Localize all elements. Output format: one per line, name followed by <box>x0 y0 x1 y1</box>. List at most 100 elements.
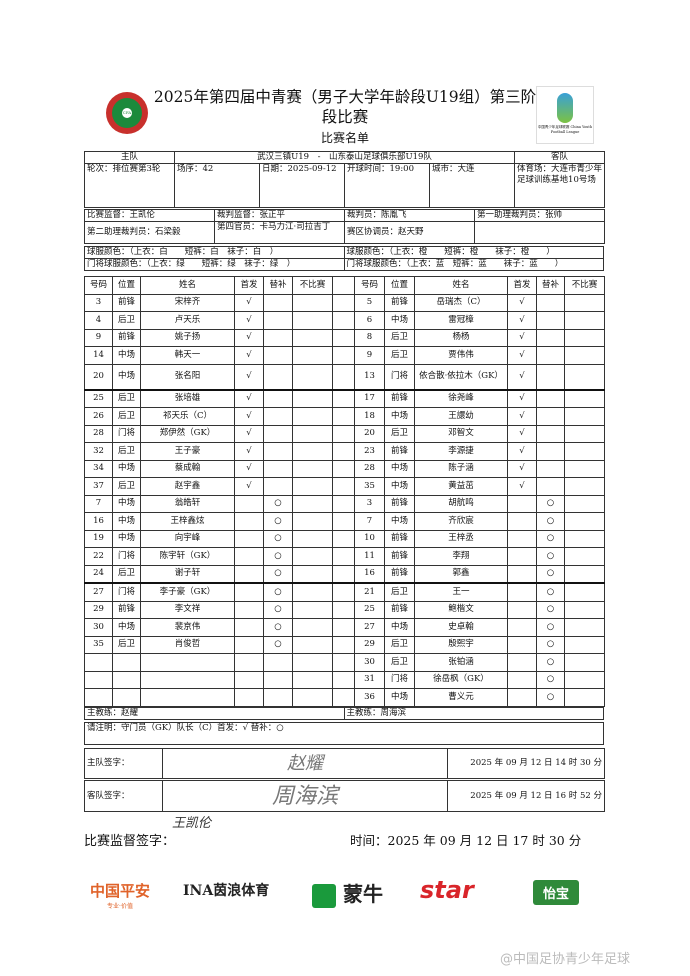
col-not-playing: 不比赛 <box>564 276 605 295</box>
home-starter: √ <box>234 388 264 408</box>
away-name: 徐岳枫（GK） <box>414 670 508 689</box>
home-name: 谢子轩 <box>140 564 235 584</box>
home-substitute <box>263 407 293 426</box>
home-not-playing <box>292 547 333 566</box>
col-name: 姓名 <box>414 276 508 295</box>
away-starter: √ <box>507 459 537 478</box>
col-number: 号码 <box>84 276 113 295</box>
table-row: 35 后卫 肖俊哲 ○ 29 后卫 殷熙宇 ○ <box>84 635 605 654</box>
home-name: 韩天一 <box>140 346 235 365</box>
mengniu-logo-icon <box>312 883 336 908</box>
home-number: 16 <box>84 512 113 531</box>
away-coach: 主教练：周海滨 <box>343 707 604 720</box>
home-position: 后卫 <box>112 442 141 461</box>
home-starter <box>234 529 264 548</box>
home-substitute <box>263 442 293 461</box>
away-position: 后卫 <box>384 653 415 672</box>
away-substitute <box>536 388 565 408</box>
table-row: 32 后卫 王子豪 √ 23 前锋 李源捷 √ <box>84 442 605 461</box>
away-not-playing <box>564 618 605 637</box>
away-substitute <box>536 477 565 496</box>
home-not-playing <box>292 311 333 330</box>
home-starter <box>234 547 264 566</box>
away-position: 门将 <box>384 363 415 390</box>
away-not-playing <box>564 512 605 531</box>
ref-supervisor: 裁判监督：张正平 <box>214 209 345 222</box>
home-starter <box>234 600 264 619</box>
teams: 武汉三镇U19 - 山东泰山足球俱乐部U19队 <box>173 151 516 164</box>
ar2: 第二助理裁判员：石梁毅 <box>84 221 215 244</box>
home-label: 主队 <box>84 151 175 164</box>
away-starter: √ <box>507 477 537 496</box>
away-not-playing <box>564 363 605 390</box>
away-signature-table: 客队签字： 周海滨 2025 年 09 月 12 日 16 时 52 分 <box>84 780 605 812</box>
home-starter <box>234 618 264 637</box>
away-number: 30 <box>354 653 385 672</box>
round: 轮次：排位赛第3轮 <box>84 163 175 208</box>
away-not-playing <box>564 459 605 478</box>
home-name: 王子豪 <box>140 442 235 461</box>
away-not-playing <box>564 547 605 566</box>
home-number: 9 <box>84 328 113 347</box>
home-starter <box>234 635 264 654</box>
away-substitute: ○ <box>536 635 565 654</box>
away-position: 后卫 <box>384 346 415 365</box>
home-number: 26 <box>84 407 113 426</box>
home-kit: 球服颜色：（上衣：白 短裤：白 袜子：白 ） <box>84 246 345 259</box>
home-starter: √ <box>234 442 264 461</box>
away-number: 31 <box>354 670 385 689</box>
col-starter: 首发 <box>507 276 537 295</box>
home-substitute <box>263 388 293 408</box>
kickoff: 开球时间：19:00 <box>344 163 430 208</box>
away-number: 25 <box>354 600 385 619</box>
away-not-playing <box>564 328 605 347</box>
home-number: 25 <box>84 388 113 408</box>
home-name: 赵宇鑫 <box>140 477 235 496</box>
ar1: 第一助理裁判员：张帅 <box>474 209 605 222</box>
away-name: 殷熙宇 <box>414 635 508 654</box>
table-row: 7 中场 翁皓轩 ○ 3 前锋 胡航鸣 ○ <box>84 494 605 513</box>
home-position: 中场 <box>112 363 141 390</box>
home-number <box>84 670 113 689</box>
home-number: 27 <box>84 582 113 602</box>
home-not-playing <box>292 688 333 707</box>
home-substitute: ○ <box>263 635 293 654</box>
home-not-playing <box>292 363 333 390</box>
home-starter: √ <box>234 407 264 426</box>
home-position: 中场 <box>112 512 141 531</box>
home-starter: √ <box>234 477 264 496</box>
away-not-playing <box>564 635 605 654</box>
away-position: 中场 <box>384 311 415 330</box>
away-starter: √ <box>507 346 537 365</box>
home-number: 7 <box>84 494 113 513</box>
city: 城市：大连 <box>428 163 516 208</box>
home-position: 门将 <box>112 547 141 566</box>
away-substitute <box>536 311 565 330</box>
home-not-playing <box>292 459 333 478</box>
away-name: 陈子涵 <box>414 459 508 478</box>
away-substitute: ○ <box>536 653 565 672</box>
away-number: 23 <box>354 442 385 461</box>
away-number: 28 <box>354 459 385 478</box>
away-name: 王譞幼 <box>414 407 508 426</box>
home-signature-table: 主队签字： 赵耀 2025 年 09 月 12 日 14 时 30 分 <box>84 748 605 779</box>
date: 日期：2025-09-12 <box>259 163 345 208</box>
home-substitute <box>263 670 293 689</box>
table-row: 9 前锋 姚子扬 √ 8 后卫 杨杨 √ <box>84 328 605 347</box>
home-position: 后卫 <box>112 564 141 584</box>
home-substitute: ○ <box>263 564 293 584</box>
table-row: 31 门将 徐岳枫（GK） ○ <box>84 670 605 689</box>
cfa-logo: CFA <box>106 92 148 134</box>
match-info-table: 主队 武汉三镇U19 - 山东泰山足球俱乐部U19队 客队 轮次：排位赛第3轮 场序：… <box>84 151 606 208</box>
away-number: 5 <box>354 293 385 312</box>
away-starter <box>507 635 537 654</box>
officials-table: 比赛监督：王凯伦 裁判监督：张正平 裁判员：陈胤飞 第一助理裁判员：张帅 第二助理裁判… <box>84 209 605 244</box>
home-name: 姚子扬 <box>140 328 235 347</box>
table-row: 30 后卫 张铂涵 ○ <box>84 653 605 672</box>
home-signature: 赵耀 <box>162 748 448 779</box>
away-starter <box>507 670 537 689</box>
home-not-playing <box>292 635 333 654</box>
col-name: 姓名 <box>140 276 235 295</box>
away-not-playing <box>564 407 605 426</box>
home-starter <box>234 688 264 707</box>
